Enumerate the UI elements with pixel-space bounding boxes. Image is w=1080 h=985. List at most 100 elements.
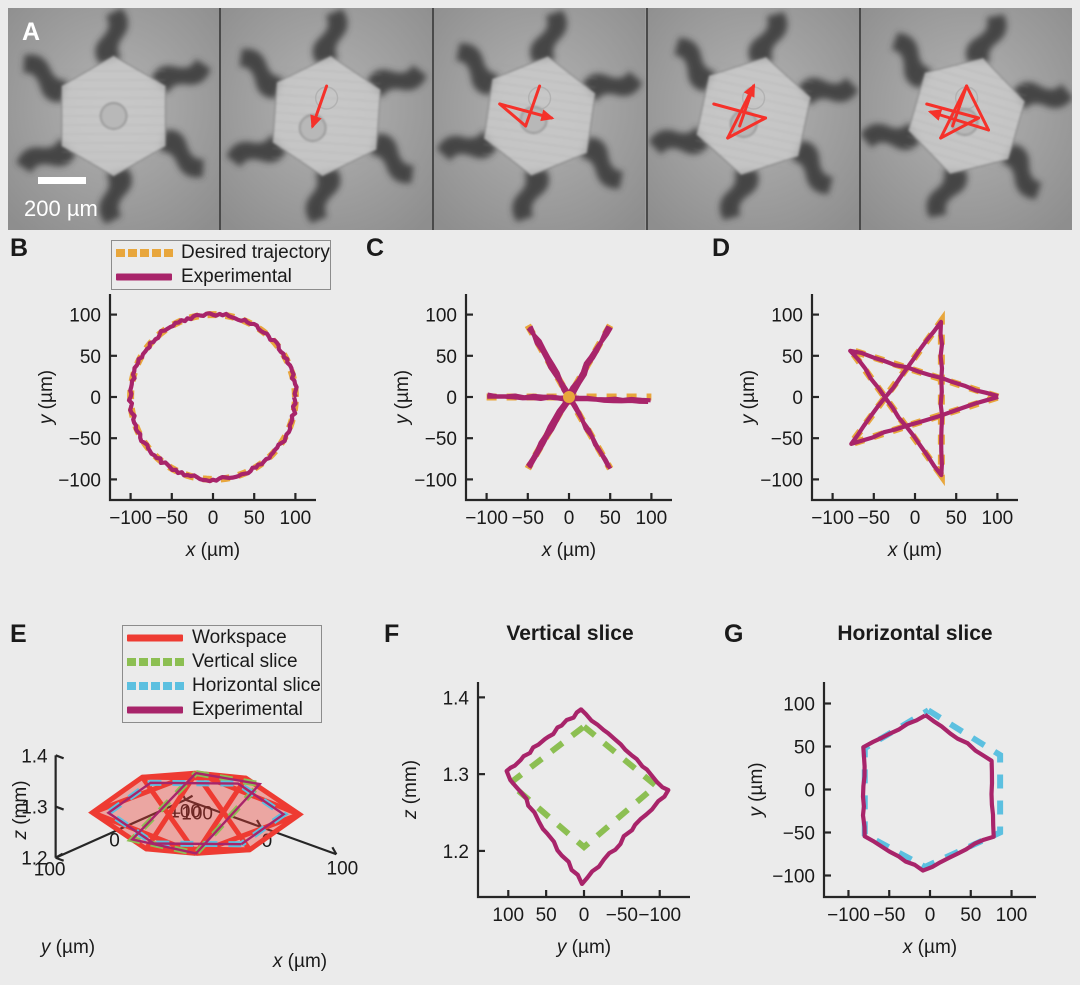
target-disc bbox=[99, 102, 128, 130]
panel-a-filmstrip: A 200 µm bbox=[8, 8, 1073, 230]
actuator-arm bbox=[437, 130, 498, 161]
legend-swatch bbox=[123, 698, 185, 722]
y-tick-label: 0 bbox=[90, 388, 101, 409]
y-tick-label: 0 bbox=[109, 831, 120, 852]
actuator-arm bbox=[1000, 143, 1042, 200]
x-tick-label: 100 bbox=[636, 508, 668, 529]
y-axis-label: y (µm) bbox=[392, 370, 413, 426]
actuator-arm bbox=[95, 8, 129, 64]
vertical-slice-outline bbox=[505, 724, 661, 852]
panel-g-plot: −100 −50 0 50 100 −100 −50 0 50 100 x (µm) y (µm) bbox=[714, 660, 1074, 985]
experimental-horizontal-trace bbox=[860, 713, 996, 873]
actuator-arm bbox=[16, 138, 76, 173]
x-tick-label: −100 bbox=[827, 905, 870, 926]
legend-item: Horizontal slice bbox=[123, 674, 321, 698]
axis-label: z (mm) bbox=[10, 780, 31, 840]
legend-item: Workspace bbox=[123, 626, 321, 650]
trajectory-arrow bbox=[498, 102, 528, 128]
actuator-arm bbox=[580, 136, 624, 189]
legend-label: Vertical slice bbox=[192, 651, 298, 672]
z-tick-label: 1.4 bbox=[21, 746, 48, 767]
legend-label: Workspace bbox=[192, 627, 287, 648]
actuator-arm bbox=[159, 129, 204, 178]
x-tick-label: 100 bbox=[996, 905, 1028, 926]
legend-item: Experimental bbox=[112, 265, 330, 289]
experimental-vertical-trace bbox=[129, 771, 263, 855]
microscopy-frame bbox=[8, 8, 220, 230]
panel-g-letter: G bbox=[724, 620, 744, 648]
y-tick-label: 50 bbox=[782, 347, 803, 368]
workspace-edge bbox=[91, 770, 197, 815]
workspace-edge bbox=[140, 775, 199, 855]
x-tick-label: 100 bbox=[327, 858, 359, 879]
trajectory-arrow bbox=[310, 84, 329, 129]
z-tick-label: 1.2 bbox=[21, 849, 47, 870]
trajectory-arrow bbox=[524, 84, 542, 128]
actuator-arm bbox=[860, 122, 920, 150]
legend-label: Horizontal slice bbox=[192, 675, 321, 696]
legend-swatch bbox=[123, 626, 185, 650]
legend-label: Desired trajectory bbox=[181, 242, 330, 263]
actuator-arm bbox=[582, 71, 643, 102]
x-tick-label: 100 bbox=[982, 508, 1014, 529]
panel-b-letter: B bbox=[10, 234, 29, 262]
actuator-arm bbox=[530, 10, 568, 63]
actuator-arm bbox=[512, 169, 550, 222]
x-tick-label: −100 bbox=[811, 508, 854, 529]
x-tick-label: 0 bbox=[579, 905, 590, 926]
y-axis-label: y (µm) bbox=[36, 370, 57, 426]
y-tick-label: 100 bbox=[771, 306, 803, 327]
y-tick-label: −50 bbox=[69, 429, 101, 450]
y-axis-label: z (mm) bbox=[400, 760, 421, 820]
x-tick-label: 0 bbox=[910, 508, 921, 529]
workspace-facet bbox=[146, 773, 250, 850]
y-tick-label: 100 bbox=[34, 860, 66, 881]
experimental-vertical-trace bbox=[504, 707, 671, 887]
legend-label: Experimental bbox=[181, 266, 292, 287]
x-tick-label: −100 bbox=[170, 804, 213, 825]
y-axis-label: y (µm) bbox=[746, 762, 767, 818]
x-tick-label: −50 bbox=[858, 508, 890, 529]
panel-d-plot: −100 −50 0 50 100 −100 −50 0 50 100 x (µm) y (µm) bbox=[702, 276, 1072, 596]
trajectory-arrow bbox=[939, 84, 968, 140]
legend-swatch bbox=[112, 265, 174, 289]
x-tick-label: 50 bbox=[960, 905, 981, 926]
y-tick-label: −100 bbox=[58, 470, 101, 491]
y-tick-label: 1.4 bbox=[443, 688, 470, 709]
x-tick-label: −50 bbox=[606, 905, 638, 926]
workspace-facet bbox=[142, 777, 246, 854]
x-axis-label: y (µm) bbox=[555, 937, 611, 958]
x-tick-label: −100 bbox=[465, 508, 508, 529]
scale-bar bbox=[38, 177, 86, 184]
microscopy-frame bbox=[647, 8, 859, 230]
actuator-arm bbox=[226, 134, 287, 168]
x-tick-label: 50 bbox=[244, 508, 265, 529]
actuator-arm bbox=[370, 133, 414, 184]
actuator-arm bbox=[367, 64, 428, 98]
actuator-arm bbox=[99, 168, 133, 224]
x-tick-label: 0 bbox=[208, 508, 219, 529]
microscopy-frame bbox=[434, 8, 646, 230]
y-tick-label: −100 bbox=[772, 867, 815, 888]
y-tick-label: −100 bbox=[760, 470, 803, 491]
y-tick-label: 100 bbox=[69, 306, 101, 327]
actuator-arm bbox=[926, 169, 968, 218]
actuator-arm bbox=[798, 77, 859, 106]
panel-e-legend: Workspace Vertical slice Horizontal slice E… bbox=[122, 625, 322, 723]
x-tick-label: 50 bbox=[946, 508, 967, 529]
y-tick-label: 0 bbox=[446, 388, 457, 409]
panel-c-plot: −100 −50 0 50 100 −100 −50 0 50 100 x (µm) y (µm) bbox=[356, 276, 706, 596]
x-tick-label: 100 bbox=[492, 905, 524, 926]
actuator-arm bbox=[648, 126, 709, 155]
y-tick-label: 1.3 bbox=[443, 765, 469, 786]
trajectory-arrow bbox=[939, 116, 980, 140]
actuator-arm bbox=[891, 32, 933, 89]
x-tick-label: 100 bbox=[280, 508, 312, 529]
panel-e-plot: 1.4 1.3 1.2 100 0 −100 −100 0 100 z (mm) y (µm) x (… bbox=[0, 660, 380, 985]
actuator-arm bbox=[151, 59, 211, 94]
legend-swatch bbox=[123, 650, 185, 674]
x-tick-label: 0 bbox=[925, 905, 936, 926]
y-axis-label: y (µm) bbox=[738, 370, 759, 426]
axis-label: y (µm) bbox=[39, 937, 95, 958]
y-tick-label: 100 bbox=[425, 306, 457, 327]
